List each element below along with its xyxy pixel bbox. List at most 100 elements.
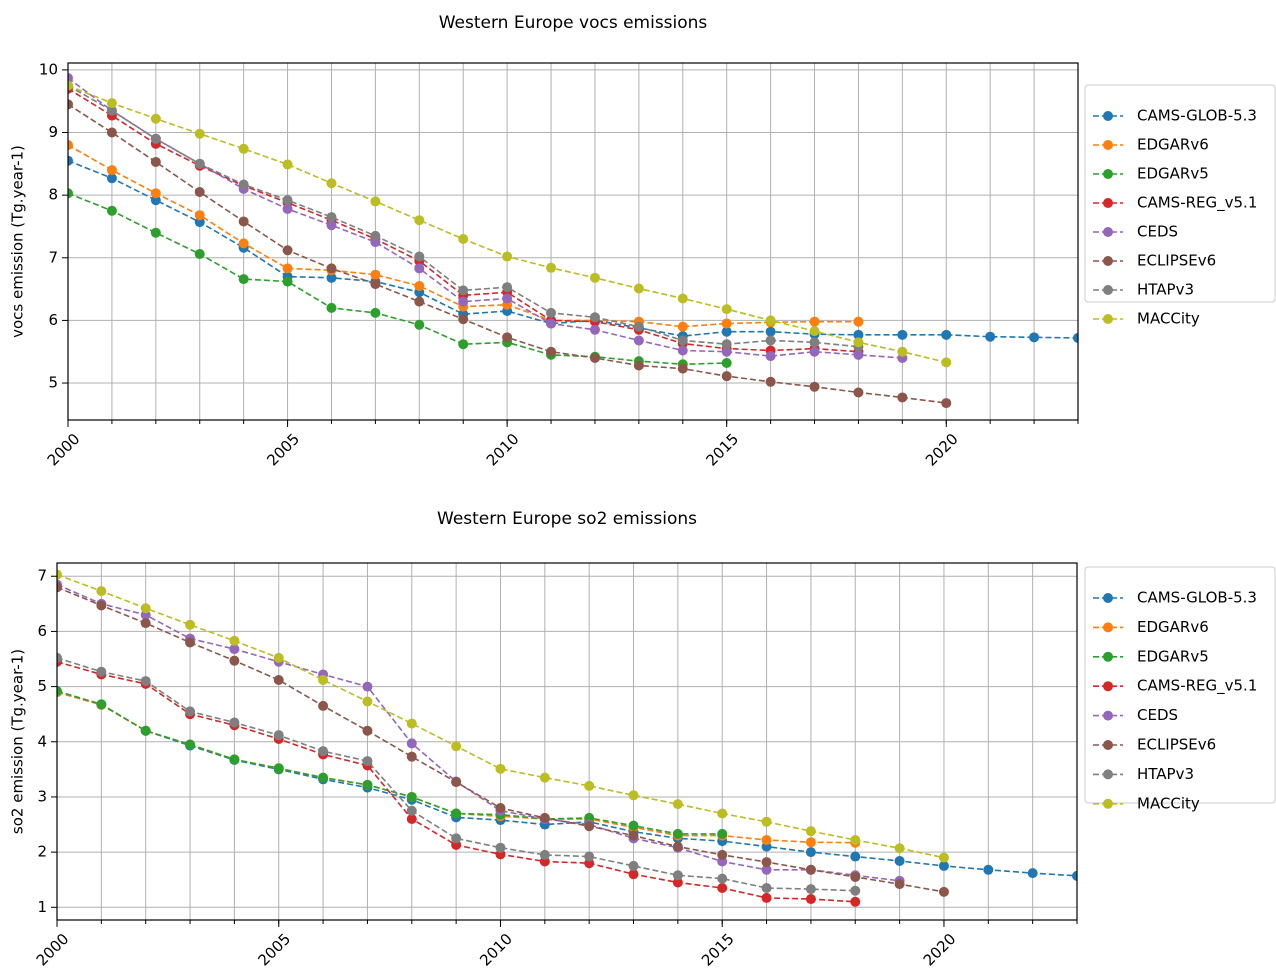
series-line [68,159,1078,339]
data-point [897,392,908,403]
data-point [677,363,688,374]
data-point [539,772,550,783]
legend-marker [1103,169,1113,179]
plot-frame [56,562,1078,921]
legend-box [1084,84,1276,303]
data-point [495,842,506,853]
data-point [717,873,728,884]
legend-label: HTAPv3 [1137,281,1194,299]
data-point [458,285,469,296]
data-point [318,772,329,783]
data-point [150,195,161,206]
plot-area [57,569,1077,907]
data-point [451,808,462,819]
data-point [809,346,820,357]
data-point [57,569,62,580]
data-point [106,173,117,184]
legend-marker [1103,140,1113,150]
data-point [326,212,337,223]
legend-marker [1103,710,1113,721]
x-tick-label: 2000 [44,430,84,470]
x-tick-label: 2000 [33,930,73,970]
data-point [589,272,600,283]
data-point [633,335,644,346]
data-point [1072,870,1077,881]
data-point [721,326,732,337]
x-tick-label: 2005 [263,430,303,470]
legend-marker [1103,256,1113,266]
data-point [721,304,732,315]
data-point [584,780,595,791]
data-point [96,586,107,597]
data-point [502,332,513,343]
data-point [140,676,151,687]
data-point [761,892,772,903]
data-point [57,582,62,593]
y-tick-label: 5 [37,677,47,695]
data-point [805,826,816,837]
data-point [414,215,425,226]
legend-label: EDGARv6 [1137,136,1209,154]
data-point [894,879,905,890]
y-tick-label: 6 [48,311,58,329]
data-point [938,886,949,897]
data-point [194,128,205,139]
legend-label: EDGARv5 [1137,647,1209,665]
data-point [761,882,772,893]
data-point [853,316,864,327]
data-point [106,98,117,109]
data-point [941,398,952,409]
plot-frame [67,62,1079,421]
data-point [414,319,425,330]
data-point [502,251,513,262]
data-point [370,269,381,280]
legend-marker [1103,593,1113,603]
data-point [318,746,329,757]
data-point [140,603,151,614]
series-line [68,192,727,366]
x-tick-label: 2005 [255,930,295,970]
data-point [761,816,772,827]
subplot: Western Europe vocs emissions vocs emissi… [9,13,1276,470]
data-point [1027,868,1038,879]
data-point [140,618,151,629]
data-point [185,619,196,630]
data-point [717,882,728,893]
data-point [238,179,249,190]
legend-marker [1103,111,1113,121]
data-point [451,833,462,844]
data-point [805,847,816,858]
data-point [150,188,161,199]
data-point [362,779,373,790]
data-point [805,894,816,905]
legend-label: MACCity [1137,310,1200,328]
data-point [633,360,644,371]
legend-box [1084,566,1276,804]
legend-marker [1103,798,1113,809]
data-point [672,841,683,852]
data-point [96,600,107,611]
data-point [672,799,683,810]
y-tick-label: 1 [37,898,47,916]
y-axis-label: so2 emission (Tg.year-1) [9,649,27,834]
data-point [628,790,639,801]
data-point [672,877,683,888]
data-point [370,307,381,318]
data-point [238,238,249,249]
y-tick-label: 4 [37,732,47,750]
y-tick-label: 2 [37,843,47,861]
data-point [677,321,688,332]
data-point [96,699,107,710]
data-point [628,830,639,841]
y-tick-label: 9 [48,123,58,141]
legend-marker [1103,198,1113,208]
data-point [406,751,417,762]
legend-marker [1103,651,1113,662]
data-point [672,828,683,839]
data-point [546,307,557,318]
data-point [805,837,816,848]
y-tick-label: 3 [37,787,47,805]
legend-marker [1103,740,1113,750]
data-point [584,821,595,832]
data-point [894,843,905,854]
